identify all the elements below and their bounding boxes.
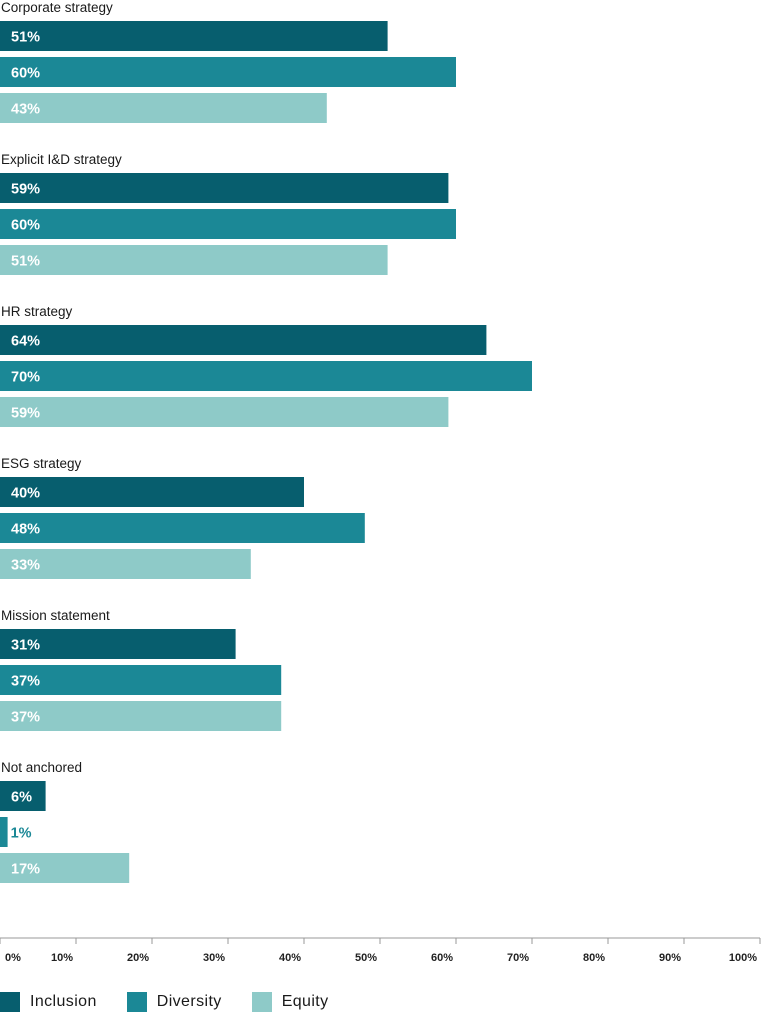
bar-equity-esg-strategy [0, 549, 251, 579]
category-label-not-anchored: Not anchored [1, 760, 82, 775]
bar-value-label-diversity-hr-strategy: 70% [11, 370, 40, 386]
bar-value-label-equity-hr-strategy: 59% [11, 406, 40, 422]
bar-value-label-inclusion-not-anchored: 6% [11, 790, 32, 806]
x-tick-label: 10% [51, 952, 73, 964]
category-label-esg-strategy: ESG strategy [1, 456, 82, 471]
bar-diversity-explicit-i-d-strategy [0, 209, 456, 239]
bar-equity-not-anchored [0, 853, 130, 883]
bar-value-label-equity-corporate-strategy: 43% [11, 102, 40, 118]
legend-swatch-equity [251, 992, 272, 1012]
bar-value-label-inclusion-hr-strategy: 64% [11, 334, 40, 350]
x-tick-label: 40% [279, 952, 301, 964]
legend-item-diversity: Diversity [126, 992, 222, 1012]
bar-inclusion-not-anchored [0, 781, 46, 811]
category-label-corporate-strategy: Corporate strategy [1, 0, 113, 15]
x-tick-label: 60% [431, 952, 453, 964]
bar-diversity-hr-strategy [0, 361, 532, 391]
bar-value-label-inclusion-explicit-i-d-strategy: 59% [11, 182, 40, 198]
x-tick-label: 100% [729, 952, 757, 964]
x-tick-label: 20% [127, 952, 149, 964]
legend-item-equity: Equity [251, 992, 329, 1012]
bar-inclusion-explicit-i-d-strategy [0, 173, 449, 203]
category-label-explicit-i-d-strategy: Explicit I&D strategy [1, 152, 122, 167]
bar-value-label-diversity-explicit-i-d-strategy: 60% [11, 218, 40, 234]
bar-value-label-inclusion-mission-statement: 31% [11, 638, 40, 654]
bar-inclusion-esg-strategy [0, 477, 304, 507]
x-tick-label: 50% [355, 952, 377, 964]
bar-value-label-equity-mission-statement: 37% [11, 710, 40, 726]
category-label-hr-strategy: HR strategy [1, 304, 73, 319]
x-tick-label: 0% [5, 952, 21, 964]
bar-diversity-not-anchored [0, 817, 8, 847]
bar-equity-mission-statement [0, 701, 282, 731]
x-tick-label: 70% [507, 952, 529, 964]
bar-diversity-mission-statement [0, 665, 282, 695]
bar-diversity-esg-strategy [0, 513, 365, 543]
category-label-mission-statement: Mission statement [1, 608, 110, 623]
bar-value-label-diversity-not-anchored: 1% [11, 826, 32, 842]
bar-value-label-diversity-esg-strategy: 48% [11, 522, 40, 538]
legend-swatch-inclusion [0, 992, 20, 1012]
legend-item-inclusion: Inclusion [0, 992, 97, 1012]
bar-inclusion-corporate-strategy [0, 21, 388, 51]
bar-value-label-equity-esg-strategy: 33% [11, 558, 40, 574]
bar-value-label-inclusion-corporate-strategy: 51% [11, 30, 40, 46]
legend-label-equity: Equity [281, 993, 329, 1010]
bar-equity-corporate-strategy [0, 93, 327, 123]
bar-equity-hr-strategy [0, 397, 449, 427]
bar-chart: Corporate strategy 51% 60% 43% Explicit I&D … [0, 0, 761, 964]
x-tick-label: 30% [203, 952, 225, 964]
bar-value-label-equity-not-anchored: 17% [11, 862, 40, 878]
legend-label-inclusion: Inclusion [30, 993, 97, 1010]
bar-value-label-diversity-mission-statement: 37% [11, 674, 40, 690]
legend-label-diversity: Diversity [156, 993, 222, 1010]
bar-value-label-equity-explicit-i-d-strategy: 51% [11, 254, 40, 270]
bar-inclusion-hr-strategy [0, 325, 487, 355]
bar-value-label-inclusion-esg-strategy: 40% [11, 486, 40, 502]
x-tick-label: 90% [659, 952, 681, 964]
chart-legend: Inclusion Diversity Equity [0, 992, 359, 1012]
bar-equity-explicit-i-d-strategy [0, 245, 388, 275]
bar-value-label-diversity-corporate-strategy: 60% [11, 66, 40, 82]
bar-diversity-corporate-strategy [0, 57, 456, 87]
x-tick-label: 80% [583, 952, 605, 964]
bar-inclusion-mission-statement [0, 629, 236, 659]
legend-swatch-diversity [126, 992, 147, 1012]
